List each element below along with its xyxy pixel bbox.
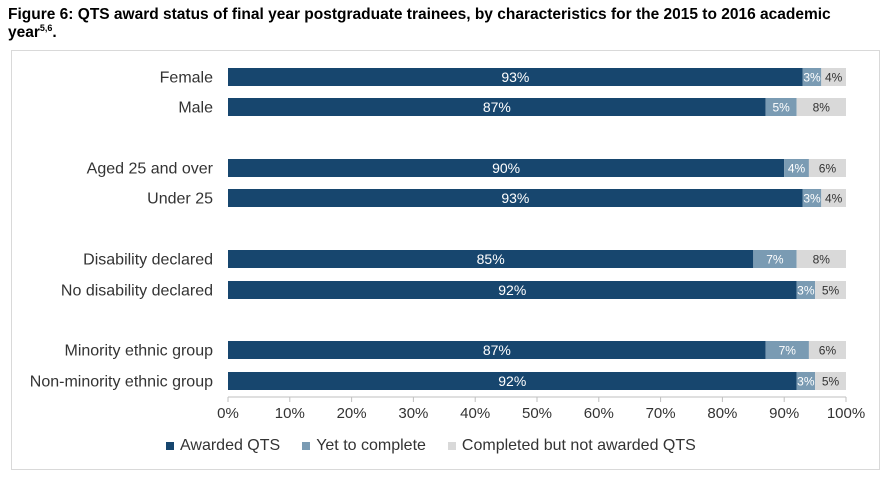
title-superscript: 5,6 [39,22,53,33]
data-label-yet-to-complete-male: 5% [772,101,790,115]
figure-title: Figure 6: QTS award status of final year… [8,6,878,42]
legend-swatch-yet-to-complete [302,442,311,450]
data-label-yet-to-complete-no-disability-declared: 3% [797,284,815,298]
bar-awarded-qts-aged-25-and-over [228,159,785,177]
data-label-awarded-qts-aged-25-and-over: 90% [492,160,520,176]
data-label-yet-to-complete-aged-25-and-over: 4% [788,162,806,176]
legend-label-completed-not-awarded: Completed but not awarded QTS [461,437,696,454]
bar-awarded-qts-minority-ethnic-group [228,341,766,359]
legend-item-completed-not-awarded: Completed but not awarded QTS [447,437,696,455]
x-tick-label-1: 10% [275,405,305,422]
category-label-minority-ethnic-group: Minority ethnic group [64,343,213,360]
data-label-yet-to-complete-under-25: 3% [803,192,821,206]
data-label-awarded-qts-male: 87% [483,99,511,115]
legend-label-awarded: Awarded QTS [180,437,281,454]
bar-completed-but-not-awarded-qts-under-25 [821,189,846,207]
data-label-awarded-qts-minority-ethnic-group: 87% [483,342,511,358]
bar-yet-to-complete-disability-declared [753,250,797,268]
legend-item-awarded: Awarded QTS [166,437,280,455]
data-label-awarded-qts-no-disability-declared: 92% [498,282,526,298]
x-tick-label-0: 0% [217,405,239,422]
chart-legend: Awarded QTS Yet to complete Completed bu… [166,437,718,455]
bar-awarded-qts-male [228,98,766,116]
bar-awarded-qts-disability-declared [228,250,754,268]
data-label-completed-but-not-awarded-qts-no-disability-declared: 5% [822,284,840,298]
category-label-no-disability-declared: No disability declared [61,283,213,300]
bar-yet-to-complete-no-disability-declared [796,281,816,299]
x-tick-label-4: 40% [460,405,490,422]
category-label-male: Male [178,100,213,117]
x-tick-label-10: 100% [827,405,865,422]
data-label-completed-but-not-awarded-qts-disability-declared: 8% [813,253,831,267]
bar-yet-to-complete-minority-ethnic-group [765,341,809,359]
bar-yet-to-complete-non-minority-ethnic-group [796,372,816,390]
category-label-non-minority-ethnic-group: Non-minority ethnic group [30,374,213,391]
bar-completed-but-not-awarded-qts-male [796,98,846,116]
bar-yet-to-complete-aged-25-and-over [784,159,809,177]
bar-completed-but-not-awarded-qts-no-disability-declared [815,281,846,299]
bar-completed-but-not-awarded-qts-non-minority-ethnic-group [815,372,846,390]
data-label-yet-to-complete-non-minority-ethnic-group: 3% [797,375,815,389]
category-label-aged-25-and-over: Aged 25 and over [87,161,214,178]
data-label-awarded-qts-female: 93% [501,69,529,85]
bar-awarded-qts-non-minority-ethnic-group [228,372,797,390]
data-label-completed-but-not-awarded-qts-aged-25-and-over: 6% [819,162,837,176]
bar-completed-but-not-awarded-qts-disability-declared [796,250,846,268]
title-end: . [52,24,57,41]
bar-awarded-qts-female [228,68,803,86]
figure-title-text: Figure 6: QTS award status of final year… [8,6,831,41]
category-label-under-25: Under 25 [147,191,213,208]
data-label-completed-but-not-awarded-qts-non-minority-ethnic-group: 5% [822,375,840,389]
data-label-completed-but-not-awarded-qts-female: 4% [825,71,843,85]
legend-swatch-completed-not-awarded [447,442,456,450]
data-label-completed-but-not-awarded-qts-minority-ethnic-group: 6% [819,344,837,358]
x-tick-label-6: 60% [584,405,614,422]
x-tick-label-9: 90% [769,405,799,422]
chart-frame [11,50,880,470]
data-label-awarded-qts-disability-declared: 85% [477,251,505,267]
bar-yet-to-complete-female [802,68,822,86]
bar-completed-but-not-awarded-qts-aged-25-and-over [808,159,846,177]
x-tick-label-5: 50% [522,405,552,422]
data-label-awarded-qts-non-minority-ethnic-group: 92% [498,373,526,389]
data-label-completed-but-not-awarded-qts-under-25: 4% [825,192,843,206]
legend-swatch-awarded [166,442,174,450]
x-tick-label-7: 70% [646,405,676,422]
data-label-yet-to-complete-female: 3% [803,71,821,85]
data-label-awarded-qts-under-25: 93% [501,190,529,206]
bar-completed-but-not-awarded-qts-female [821,68,846,86]
bar-completed-but-not-awarded-qts-minority-ethnic-group [808,341,846,359]
x-tick-label-8: 80% [707,405,737,422]
legend-label-yet-to-complete: Yet to complete [316,437,426,454]
x-tick-label-3: 30% [398,405,428,422]
legend-item-yet-to-complete: Yet to complete [302,437,426,455]
x-tick-label-2: 20% [337,405,367,422]
bar-yet-to-complete-male [765,98,797,116]
category-label-disability-declared: Disability declared [83,252,213,269]
bar-awarded-qts-no-disability-declared [228,281,797,299]
category-label-female: Female [160,70,213,87]
data-label-completed-but-not-awarded-qts-male: 8% [813,101,831,115]
data-label-yet-to-complete-disability-declared: 7% [766,253,784,267]
data-label-yet-to-complete-minority-ethnic-group: 7% [779,344,797,358]
bar-awarded-qts-under-25 [228,189,803,207]
bar-yet-to-complete-under-25 [802,189,822,207]
